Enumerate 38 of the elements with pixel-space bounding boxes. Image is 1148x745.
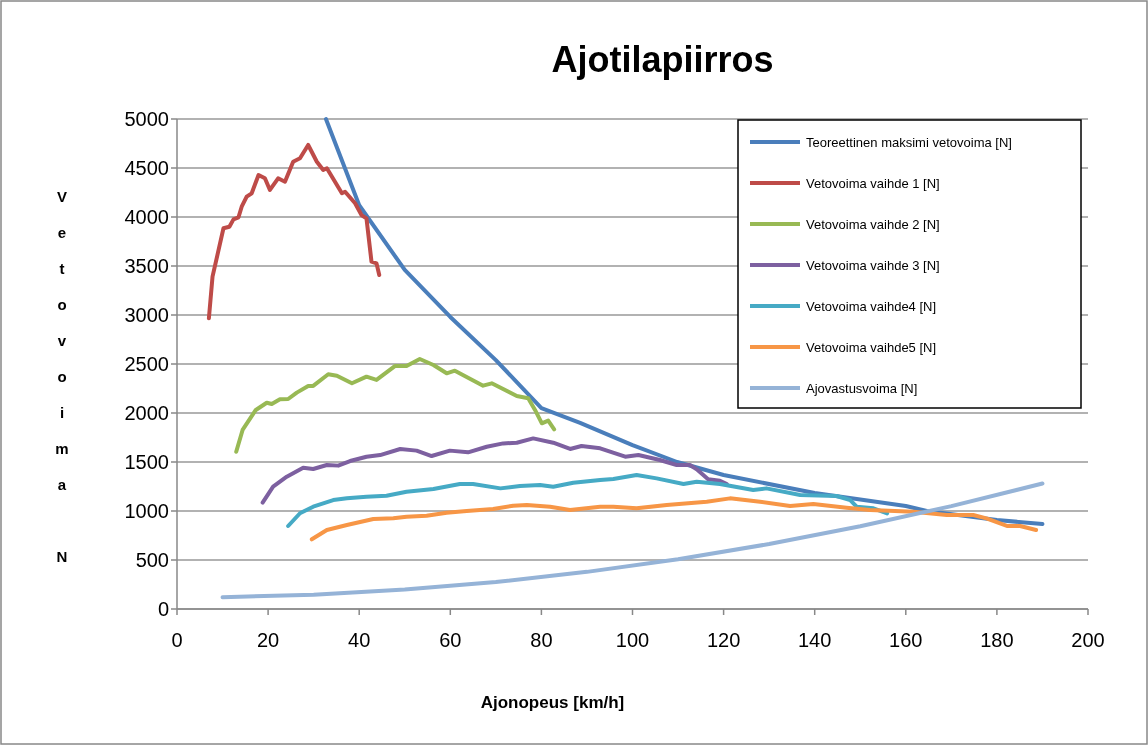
- line-series: [234, 357, 557, 454]
- x-tick-label: 80: [530, 629, 553, 651]
- y-tick-label: 2500: [124, 353, 169, 375]
- x-axis-title: Ajonopeus [km/h]: [480, 693, 625, 712]
- y-tick-label: 4000: [124, 206, 169, 228]
- legend-label: Vetovoima vaihde 3 [N]: [806, 258, 940, 273]
- legend-label: Vetovoima vaihde5 [N]: [806, 340, 937, 355]
- y-axis-title: Vetovoima N: [53, 188, 71, 584]
- x-tick-label: 180: [980, 629, 1014, 651]
- x-tick-label: 100: [615, 629, 650, 651]
- y-tick-label: 3500: [124, 255, 169, 277]
- legend-label: Vetovoima vaihde4 [N]: [806, 299, 937, 314]
- line-series: [206, 142, 382, 321]
- y-tick-label: 0: [157, 598, 169, 620]
- y-tick-label: 2000: [124, 402, 169, 424]
- y-tick-label: 500: [135, 549, 169, 571]
- legend-label: Vetovoima vaihde 1 [N]: [806, 176, 940, 191]
- x-tick-label: 200: [1071, 629, 1105, 651]
- legend-label: Vetovoima vaihde 2 [N]: [806, 217, 940, 232]
- legend-label: Teoreettinen maksimi vetovoima [N]: [806, 135, 1012, 150]
- y-tick-label: 1000: [124, 500, 169, 522]
- line-series: [260, 436, 729, 505]
- line-series: [309, 496, 1039, 542]
- x-tick-label: 20: [256, 629, 280, 651]
- x-tick-label: 40: [348, 629, 371, 651]
- x-tick-label: 160: [889, 629, 923, 651]
- chart-title: Ajotilapiirros: [551, 39, 774, 80]
- x-tick-label: 60: [439, 629, 462, 651]
- y-tick-label: 1500: [124, 451, 169, 473]
- x-tick-label: 140: [798, 629, 832, 651]
- x-tick-label: 0: [171, 629, 183, 651]
- x-tick-label: 120: [706, 629, 741, 651]
- line-series: [286, 473, 890, 528]
- legend-label: Ajovastusvoima [N]: [806, 381, 918, 396]
- y-tick-label: 4500: [124, 157, 169, 179]
- y-tick-label: 5000: [124, 108, 169, 130]
- y-tick-label: 3000: [124, 304, 169, 326]
- line-series: [220, 481, 1045, 600]
